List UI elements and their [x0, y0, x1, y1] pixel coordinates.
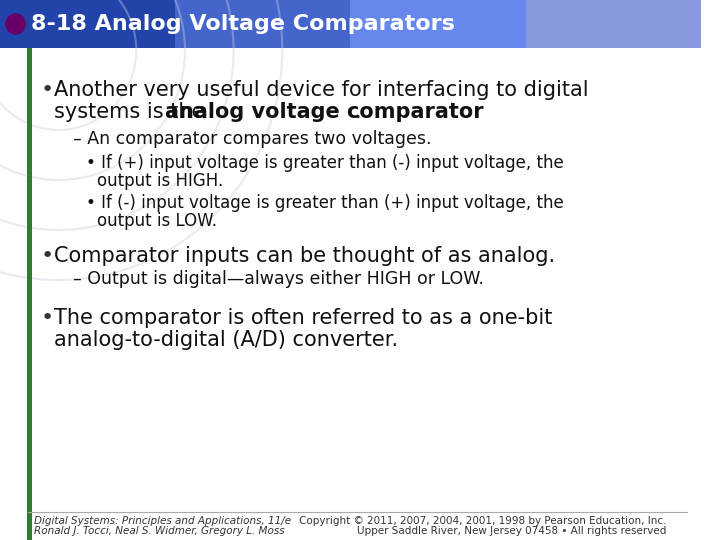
Text: Comparator inputs can be thought of as analog.: Comparator inputs can be thought of as a… — [53, 246, 554, 266]
Text: Another very useful device for interfacing to digital: Another very useful device for interfaci… — [53, 80, 588, 100]
Text: analog voltage comparator: analog voltage comparator — [166, 102, 484, 122]
Text: – An comparator compares two voltages.: – An comparator compares two voltages. — [73, 130, 431, 148]
Bar — [0, 0, 175, 48]
Text: Copyright © 2011, 2007, 2004, 2001, 1998 by Pearson Education, Inc.: Copyright © 2011, 2007, 2004, 2001, 1998… — [300, 516, 667, 526]
Circle shape — [6, 14, 25, 34]
Bar — [175, 0, 351, 48]
Text: Upper Saddle River, New Jersey 07458 • All rights reserved: Upper Saddle River, New Jersey 07458 • A… — [357, 526, 667, 536]
Text: Ronald J. Tocci, Neal S. Widmer, Gregory L. Moss: Ronald J. Tocci, Neal S. Widmer, Gregory… — [34, 526, 284, 536]
Bar — [351, 0, 526, 48]
Text: .: . — [355, 102, 362, 122]
Text: analog-to-digital (A/D) converter.: analog-to-digital (A/D) converter. — [53, 330, 397, 350]
Text: The comparator is often referred to as a one-bit: The comparator is often referred to as a… — [53, 308, 552, 328]
Text: 8-18 Analog Voltage Comparators: 8-18 Analog Voltage Comparators — [31, 14, 455, 34]
Text: •: • — [41, 246, 54, 266]
Text: Digital Systems: Principles and Applications, 11/e: Digital Systems: Principles and Applicat… — [34, 516, 291, 526]
Text: • If (-) input voltage is greater than (+) input voltage, the: • If (-) input voltage is greater than (… — [86, 194, 563, 212]
Text: • If (+) input voltage is greater than (-) input voltage, the: • If (+) input voltage is greater than (… — [86, 154, 563, 172]
Bar — [27, 48, 32, 540]
Text: output is LOW.: output is LOW. — [97, 212, 217, 230]
Text: – Output is digital—always either HIGH or LOW.: – Output is digital—always either HIGH o… — [73, 270, 484, 288]
Bar — [526, 0, 701, 48]
Text: systems is the: systems is the — [53, 102, 210, 122]
Text: •: • — [41, 308, 54, 328]
Text: •: • — [41, 80, 54, 100]
Text: output is HIGH.: output is HIGH. — [97, 172, 224, 190]
